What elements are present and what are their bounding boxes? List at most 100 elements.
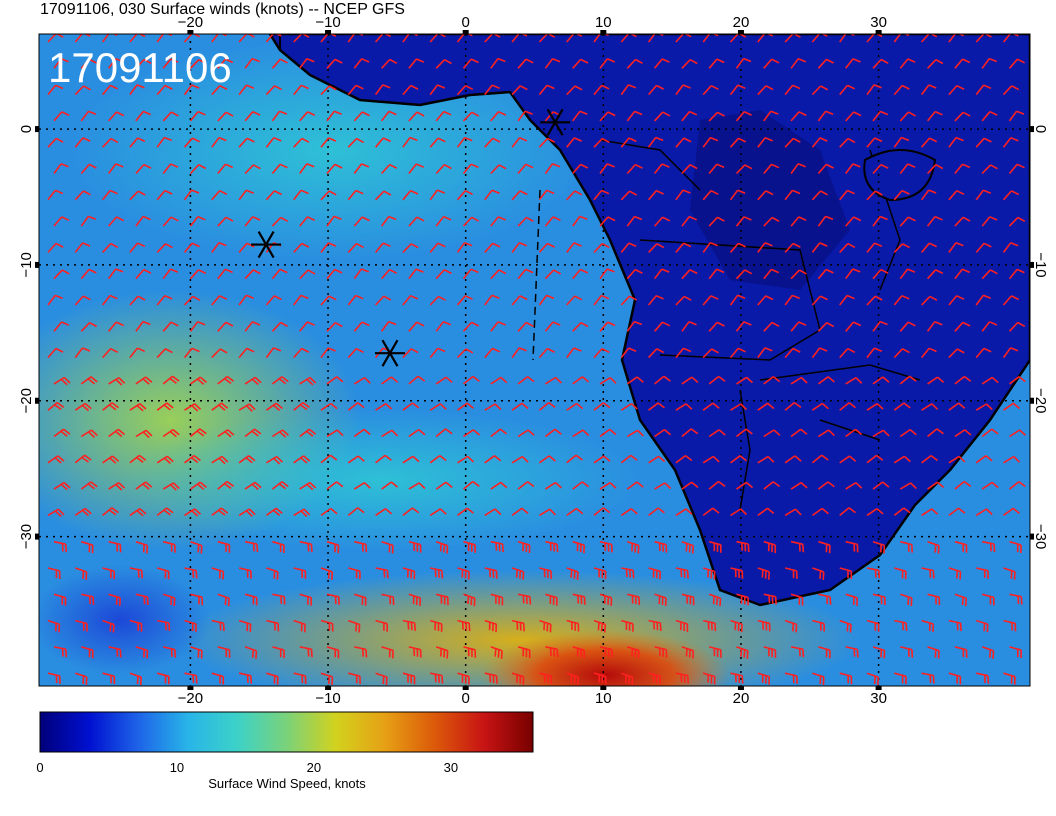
- wind-barb: [620, 347, 637, 359]
- wind-barb: [735, 321, 752, 332]
- wind-barb: [299, 540, 313, 553]
- wind-barb: [729, 34, 747, 43]
- tick-mark-top: [737, 30, 744, 34]
- tick-label-bottom: 30: [870, 690, 887, 707]
- wind-barb: [217, 216, 234, 227]
- wind-barb: [872, 540, 886, 554]
- wind-barb: [1003, 619, 1017, 632]
- wind-barb: [538, 242, 555, 253]
- wind-barb: [626, 163, 643, 175]
- wind-barb: [648, 672, 661, 685]
- axis-ticks: −20 −20 −10 −10 0 0 10 10 20 20 30 30 0 0 −10 −10 −20 −20…: [18, 14, 1049, 707]
- wind-barb: [211, 348, 228, 359]
- wind-barb: [1031, 85, 1046, 94]
- wind-barb: [839, 455, 857, 464]
- tick-label-right: −30: [1032, 524, 1049, 549]
- wind-barb: [872, 163, 889, 175]
- wind-barb: [572, 376, 590, 385]
- wind-barb: [490, 646, 503, 659]
- wind-barb: [675, 347, 692, 359]
- wind-barb: [566, 402, 584, 411]
- wind-barb: [839, 347, 856, 359]
- wind-barb: [839, 242, 856, 253]
- wind-barb: [975, 242, 992, 253]
- wind-barb: [353, 58, 370, 69]
- wind-barb: [921, 295, 938, 306]
- wind-barb: [784, 508, 802, 517]
- tick-label-top: 10: [595, 14, 612, 31]
- tick-label-left: −30: [18, 524, 35, 549]
- wind-barb: [1003, 567, 1016, 580]
- wind-barb: [517, 593, 532, 605]
- wind-barb: [599, 540, 613, 553]
- wind-barb: [729, 294, 746, 306]
- wind-barb: [80, 163, 97, 175]
- wind-barb: [920, 347, 937, 359]
- wind-barb: [811, 295, 828, 306]
- wind-barb: [599, 321, 616, 332]
- wind-barb: [729, 84, 746, 96]
- wind-barb: [354, 593, 367, 606]
- wind-barb: [572, 429, 590, 438]
- wind-barb: [457, 672, 470, 685]
- wind-barb: [353, 268, 370, 280]
- lake-victoria: [863, 149, 937, 202]
- wind-barb: [107, 268, 124, 280]
- wind-barb: [183, 242, 200, 253]
- wind-barb: [811, 137, 828, 148]
- wind-barb: [927, 646, 940, 659]
- wind-barb: [101, 294, 118, 306]
- wind-barb: [129, 295, 146, 306]
- tick-mark-top: [325, 30, 332, 34]
- wind-barb: [1037, 322, 1052, 331]
- wind-barb: [620, 190, 637, 201]
- wind-barb: [354, 540, 368, 553]
- wind-barb: [1031, 190, 1046, 200]
- wind-barb: [299, 269, 316, 280]
- wind-barb: [621, 567, 635, 579]
- wind-barb: [429, 242, 446, 253]
- wind-barb: [217, 58, 234, 69]
- wind-barb: [375, 508, 393, 517]
- wind-barb: [620, 295, 637, 306]
- wind-barb: [101, 84, 118, 96]
- wind-barb: [702, 507, 720, 517]
- wind-barb: [921, 567, 935, 579]
- wind-barb: [845, 111, 862, 122]
- tick-label-bottom: −20: [178, 690, 203, 707]
- wind-barb: [757, 672, 771, 685]
- wind-barb: [675, 672, 689, 684]
- wind-barb: [817, 215, 834, 227]
- wind-barb: [408, 646, 422, 658]
- wind-barb: [845, 540, 859, 553]
- wind-barb: [457, 619, 471, 632]
- wind-barb: [74, 507, 92, 517]
- wind-barb: [757, 190, 774, 201]
- wind-barb: [708, 375, 726, 385]
- wind-barb: [381, 163, 398, 175]
- wind-barb: [108, 377, 126, 386]
- wind-barb: [975, 189, 992, 201]
- wind-barb: [566, 85, 583, 96]
- wind-barb: [326, 429, 344, 438]
- wind-barb: [353, 377, 371, 385]
- wind-barb: [730, 403, 748, 411]
- wind-barb: [899, 163, 916, 174]
- wind-barb: [790, 57, 807, 69]
- wind-barb: [435, 428, 453, 438]
- wind-barb: [326, 540, 340, 554]
- wind-barb: [107, 58, 124, 69]
- wind-barb: [244, 57, 260, 69]
- asterisk-stroke: [546, 108, 564, 136]
- wind-barb: [135, 481, 153, 490]
- wind-barb: [976, 567, 989, 579]
- wind-barb: [709, 646, 722, 658]
- wind-barb: [374, 84, 391, 96]
- wind-barb: [593, 402, 611, 411]
- wind-barb: [238, 294, 254, 306]
- wind-barb: [184, 567, 198, 579]
- wind-barb: [81, 540, 94, 554]
- wind-barb: [544, 428, 562, 438]
- wind-barb: [572, 215, 588, 227]
- wind-barb: [757, 295, 774, 306]
